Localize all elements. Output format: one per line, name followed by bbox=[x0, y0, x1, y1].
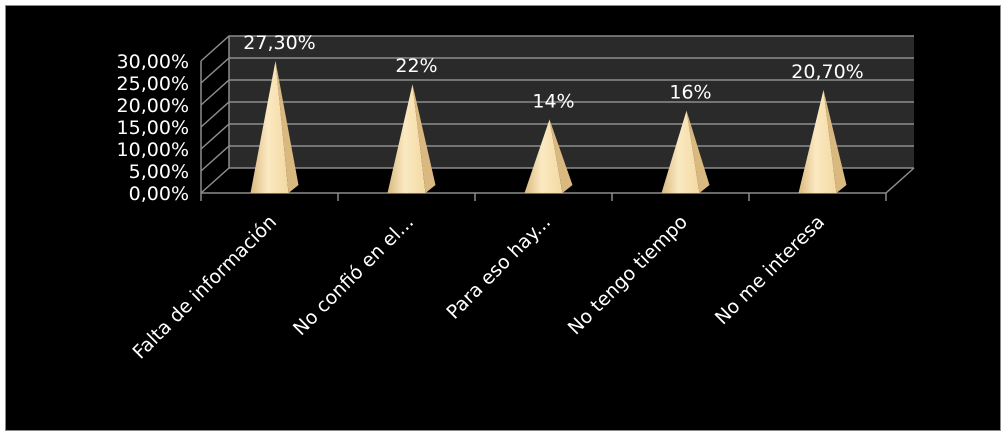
y-tick-label: 5,00% bbox=[129, 161, 189, 183]
y-tick-label: 0,00% bbox=[129, 183, 189, 205]
pyramid-bar bbox=[661, 110, 710, 193]
y-tick-label: 30,00% bbox=[117, 51, 189, 73]
pyramid-bar bbox=[250, 60, 299, 193]
pyramid-bars bbox=[250, 60, 847, 193]
y-tick-label: 10,00% bbox=[117, 139, 189, 161]
data-labels: 27,30% 22% 14% 16% 20,70% bbox=[243, 32, 863, 113]
data-label: 16% bbox=[669, 82, 711, 104]
pyramid-front-face bbox=[387, 84, 426, 193]
pyramid-bar bbox=[798, 89, 847, 193]
category-label: Falta de información bbox=[129, 211, 282, 364]
pyramid-side-face bbox=[412, 84, 436, 193]
pyramid-side-face bbox=[275, 60, 299, 193]
data-label: 27,30% bbox=[243, 32, 315, 54]
pyramid-side-face bbox=[686, 110, 710, 193]
pyramid-front-face bbox=[798, 89, 837, 193]
pyramid-front-face bbox=[661, 110, 700, 193]
y-tick-label: 15,00% bbox=[117, 117, 189, 139]
pyramid-bar bbox=[524, 119, 573, 193]
chart-frame: 0,00% 5,00% 10,00% 15,00% 20,00% 25,00% 30,00%… bbox=[5, 5, 1001, 431]
category-label: No me interesa bbox=[711, 211, 829, 329]
floor-edge bbox=[885, 167, 915, 194]
data-label: 20,70% bbox=[791, 61, 863, 83]
y-tick-label: 20,00% bbox=[117, 95, 189, 117]
pyramid-front-face bbox=[250, 60, 289, 193]
category-labels: Falta de información No confió en el... Pa… bbox=[129, 211, 830, 364]
category-label: No tengo tiempo bbox=[564, 211, 692, 339]
data-label: 14% bbox=[532, 90, 574, 112]
pyramid-bar bbox=[387, 84, 436, 193]
y-axis-tick-labels: 0,00%5,00%10,00%15,00%20,00%25,00%30,00% bbox=[117, 51, 189, 205]
pyramid-side-face bbox=[823, 89, 847, 193]
y-tick-label: 25,00% bbox=[117, 73, 189, 95]
pyramid-side-face bbox=[549, 119, 573, 193]
pyramid-bar-chart: 0,00%5,00%10,00%15,00%20,00%25,00%30,00%… bbox=[117, 32, 915, 364]
data-label: 22% bbox=[395, 55, 437, 77]
category-label: No confió en el... bbox=[289, 211, 418, 340]
pyramid-front-face bbox=[524, 119, 563, 193]
category-label: Para eso hay... bbox=[442, 211, 555, 324]
